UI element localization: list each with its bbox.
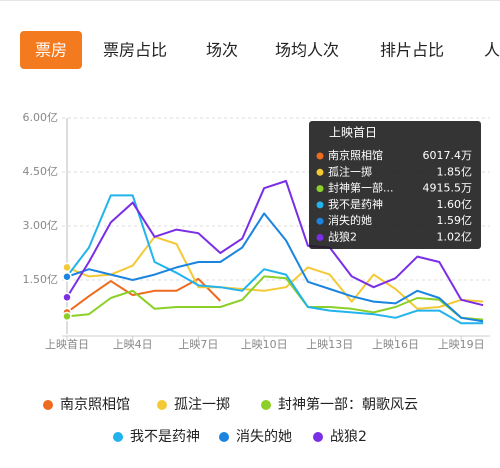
series-line (66, 212, 484, 323)
tooltip-value: 1.02亿 (437, 231, 473, 244)
tooltip-dot (316, 217, 324, 225)
legend-swatch[interactable] (313, 432, 323, 442)
x-tick-label: 上映7日 (178, 338, 218, 351)
y-tick-label: 4.50亿 (23, 165, 59, 178)
tooltip-name: 战狼2 (328, 230, 357, 244)
tooltip-name: 封神第一部... (328, 181, 394, 195)
legend-label[interactable]: 封神第一部：朝歌风云 (278, 396, 418, 413)
legend-label[interactable]: 南京照相馆 (60, 397, 130, 413)
tooltip-name: 孤注一掷 (328, 164, 372, 178)
tooltip-dot (316, 168, 324, 176)
x-tick-label: 上映13日 (306, 338, 353, 351)
tab[interactable]: 票房 (35, 41, 67, 60)
hover-point (62, 311, 72, 322)
legend-swatch[interactable] (261, 400, 271, 410)
legend-swatch[interactable] (157, 400, 167, 410)
legend-label[interactable]: 孤注一掷 (174, 397, 230, 413)
tab[interactable]: 票房占比 (103, 41, 167, 60)
tooltip-value: 6017.4万 (423, 149, 473, 162)
tooltip-dot (316, 201, 324, 209)
x-tick-label: 上映4日 (113, 338, 153, 351)
legend-label[interactable]: 战狼2 (330, 429, 367, 445)
legend-swatch[interactable] (43, 400, 53, 410)
tooltip-bg (309, 121, 481, 249)
hover-point (62, 262, 72, 273)
x-tick-label: 上映首日 (45, 337, 89, 351)
tab[interactable]: 场次 (206, 41, 238, 60)
legend-swatch[interactable] (219, 432, 229, 442)
y-tick-label: 6.00亿 (23, 111, 59, 124)
series-line (66, 275, 484, 321)
tooltip-title: 上映首日 (329, 126, 377, 140)
tab[interactable]: 人 (484, 41, 500, 60)
hover-point (62, 292, 72, 303)
tooltip-name: 南京照相馆 (328, 148, 383, 162)
tooltip-name: 消失的她 (328, 213, 372, 227)
tab-active-bg[interactable] (20, 31, 82, 69)
x-tick-label: 上映10日 (241, 338, 288, 351)
legend-label[interactable]: 我不是药神 (130, 429, 200, 445)
tooltip-dot (316, 234, 324, 241)
tooltip-value: 4915.5万 (423, 182, 473, 195)
y-tick-label: 3.00亿 (23, 219, 59, 232)
series-line (66, 235, 484, 310)
tooltip-value: 1.85亿 (437, 165, 473, 178)
tooltip-dot (316, 152, 324, 160)
hover-point (62, 272, 72, 282)
tooltip-name: 我不是药神 (328, 197, 383, 211)
tooltip-value: 1.59亿 (437, 214, 473, 227)
tooltip-dot (316, 185, 324, 193)
tab[interactable]: 场均人次 (275, 41, 339, 60)
series-line (66, 180, 484, 307)
y-tick-label: 1.50亿 (23, 273, 59, 286)
legend-label[interactable]: 消失的她 (236, 429, 292, 445)
legend-swatch[interactable] (113, 432, 123, 442)
tab[interactable]: 排片占比 (380, 41, 444, 60)
x-tick-label: 上映16日 (372, 338, 419, 351)
tooltip-value: 1.60亿 (437, 198, 473, 211)
x-tick-label: 上映19日 (438, 338, 485, 351)
